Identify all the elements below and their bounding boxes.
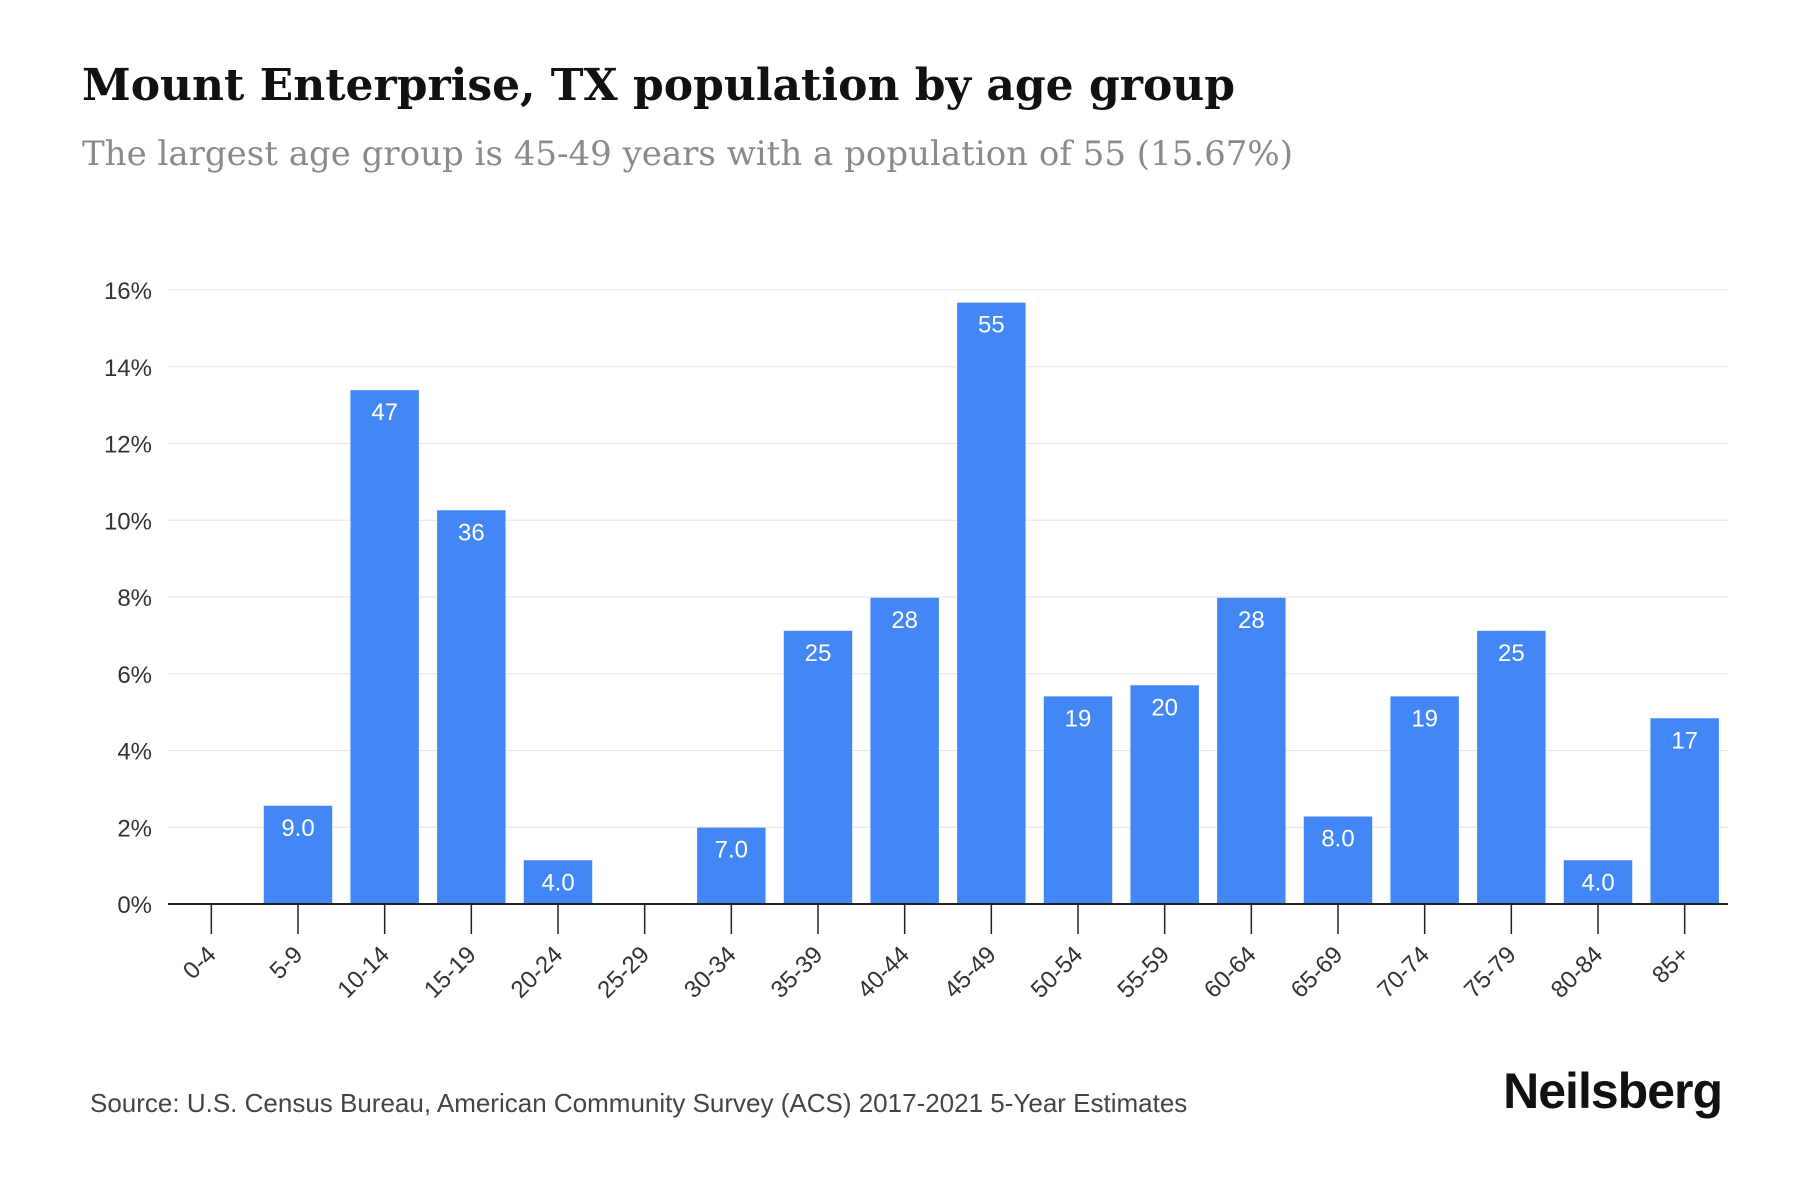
bar-data-label: 20 [1151,694,1178,721]
x-tick-label: 15-19 [419,941,482,1004]
bar-data-label: 9.0 [281,815,314,842]
bar [957,302,1026,904]
chart-subtitle: The largest age group is 45-49 years wit… [82,134,1293,174]
bar-data-label: 25 [1498,640,1525,667]
bar-data-label: 28 [891,607,918,634]
y-tick-label: 6% [117,662,152,689]
x-tick-label: 10-14 [332,941,395,1004]
x-tick-label: 35-39 [766,941,829,1004]
bar-data-label: 36 [458,519,485,546]
x-tick-label: 25-29 [592,941,655,1004]
x-tick-label: 65-69 [1286,941,1349,1004]
x-tick-label: 0-4 [178,941,222,985]
x-tick-label: 40-44 [852,941,915,1004]
bar-data-label: 47 [371,399,398,426]
bar [523,860,593,904]
bar [1130,685,1199,904]
x-tick-label: 50-54 [1026,941,1089,1004]
bar-data-label: 19 [1411,705,1438,732]
brand-logo: Neilsberg [1503,1063,1723,1119]
bar-data-label: 8.0 [1321,826,1354,853]
x-tick-label: 55-59 [1112,941,1175,1004]
bar [1043,696,1113,904]
bar [350,390,419,904]
bar [1477,630,1546,904]
y-tick-label: 16% [104,278,152,305]
y-tick-label: 0% [117,892,152,919]
bar [1563,860,1633,904]
y-tick-label: 10% [104,508,152,535]
bar [1217,597,1286,904]
bar [437,510,506,904]
bar-data-label: 4.0 [1581,869,1614,896]
y-tick-label: 12% [104,432,152,459]
bar-data-label: 55 [978,312,1005,339]
y-tick-label: 8% [117,585,152,612]
x-tick-label: 20-24 [506,941,569,1004]
source-note: Source: U.S. Census Bureau, American Com… [90,1088,1188,1118]
x-tick-label: 80-84 [1546,941,1609,1004]
bar [697,827,766,904]
bar [1390,696,1459,904]
x-tick-label: 85+ [1647,941,1695,989]
x-tick-label: 45-49 [939,941,1002,1004]
x-tick-label: 70-74 [1372,941,1435,1004]
bar [1650,718,1719,904]
bar [783,630,853,904]
x-tick-label: 60-64 [1199,941,1262,1004]
bar-data-label: 7.0 [715,837,748,864]
bar-data-label: 4.0 [541,869,574,896]
bar-data-label: 25 [805,640,832,667]
bar [263,805,333,904]
y-tick-label: 4% [117,739,152,766]
bar-data-label: 28 [1238,607,1265,634]
bar [870,597,939,904]
chart-title: Mount Enterprise, TX population by age g… [82,60,1236,111]
bar [1303,816,1373,904]
x-tick-label: 5-9 [265,941,309,985]
bar-data-label: 17 [1671,727,1698,754]
x-tick-label: 75-79 [1459,941,1522,1004]
y-tick-label: 2% [117,815,152,842]
y-tick-label: 14% [104,355,152,382]
bar-data-label: 19 [1065,705,1092,732]
x-tick-label: 30-34 [679,941,742,1004]
